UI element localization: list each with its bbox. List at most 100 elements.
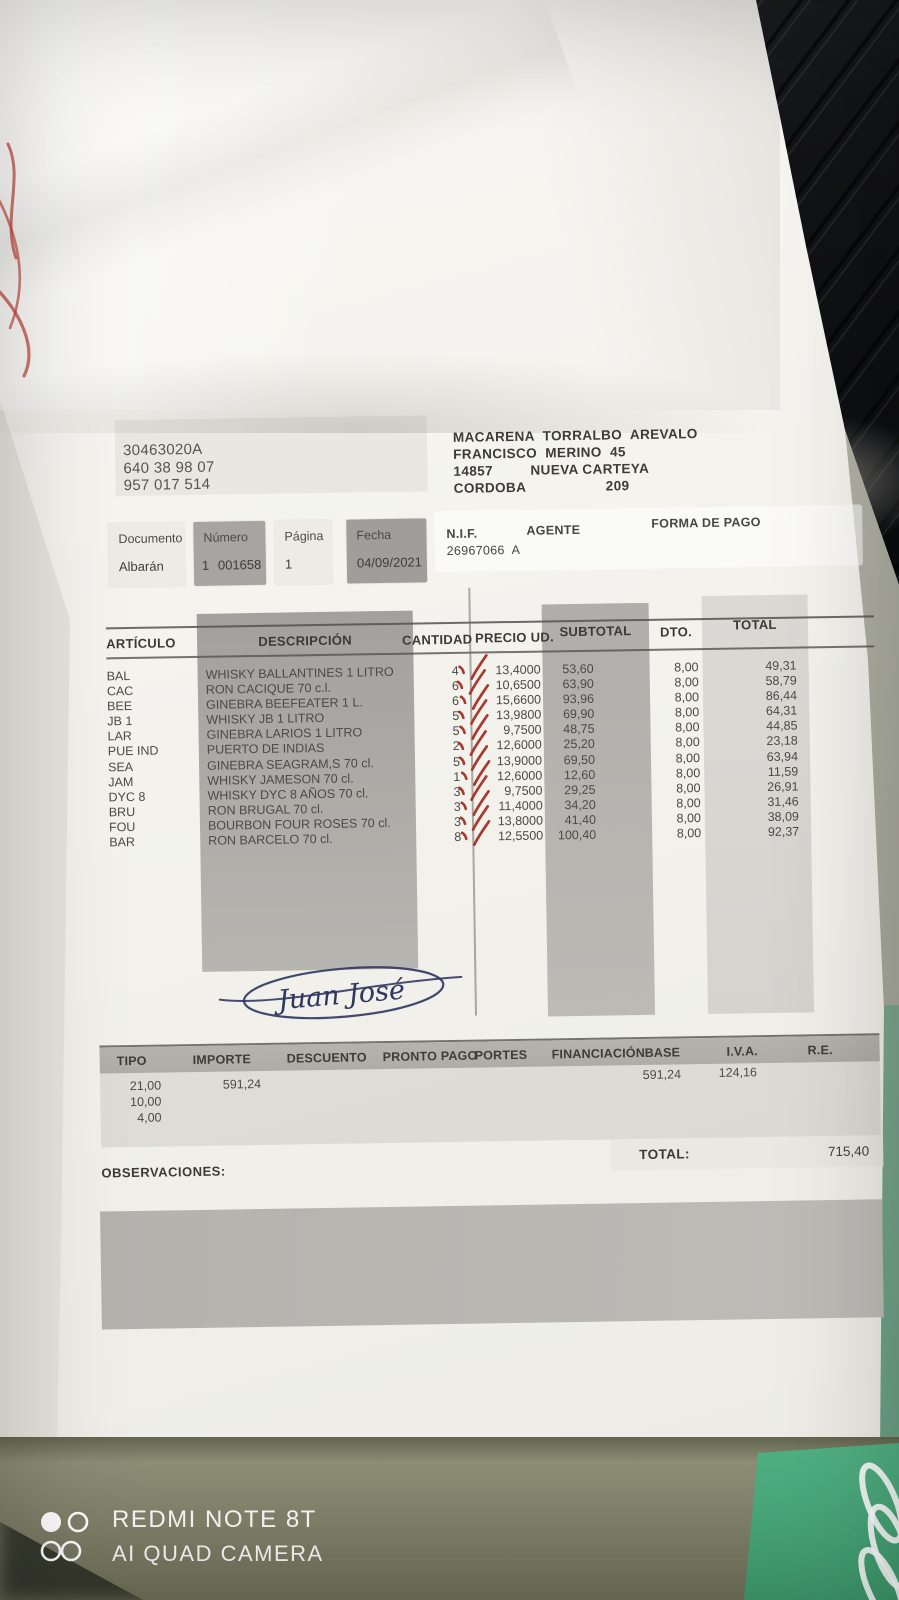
customer-block: MACARENA TORRALBO AREVALO FRANCISCO MERI… bbox=[453, 424, 814, 500]
item-discount: 8,00 bbox=[675, 750, 701, 766]
item-total: 86,44 bbox=[765, 688, 798, 704]
customer-province: CORDOBA bbox=[453, 479, 527, 496]
pagina-value: 1 bbox=[284, 556, 293, 572]
nif-label: N.I.F. bbox=[446, 526, 478, 542]
tipo-value-1: 21,00 bbox=[129, 1078, 162, 1094]
numero-value: 001658 bbox=[217, 556, 262, 573]
item-total: 63,94 bbox=[766, 749, 799, 764]
col-base: BASE bbox=[644, 1045, 681, 1060]
item-total: 31,46 bbox=[767, 794, 799, 809]
col-iva: I.V.A. bbox=[726, 1044, 759, 1059]
item-code: BEE bbox=[107, 699, 133, 714]
quad-camera-logo-icon bbox=[40, 1511, 89, 1562]
item-code: PUE IND bbox=[107, 744, 159, 759]
customer-name: MACARENA TORRALBO AREVALO bbox=[452, 426, 698, 445]
item-total: 11,59 bbox=[767, 764, 799, 779]
red-stamp-fragment bbox=[0, 142, 31, 378]
iva-value: 124,16 bbox=[718, 1065, 758, 1080]
col-re: R.E. bbox=[807, 1043, 833, 1058]
item-code: JAM bbox=[108, 774, 134, 790]
documento-box: Documento Albarán bbox=[108, 522, 186, 588]
col-portes: PORTES bbox=[474, 1047, 528, 1063]
documento-value: Albarán bbox=[118, 558, 164, 575]
total-label: TOTAL: bbox=[639, 1146, 690, 1163]
item-discount: 8,00 bbox=[675, 720, 700, 735]
item-discount: 8,00 bbox=[675, 735, 700, 750]
signature: Juan José bbox=[218, 966, 463, 1020]
forma-pago-label: FORMA DE PAGO bbox=[651, 515, 761, 531]
item-discount: 8,00 bbox=[676, 826, 702, 841]
item-code: SEA bbox=[107, 759, 134, 774]
lifted-page-sheen bbox=[0, 0, 780, 410]
supplier-id: 30463020A bbox=[122, 440, 203, 460]
col-financiacion: FINANCIACIÓN bbox=[551, 1045, 646, 1062]
customer-agent-code: 209 bbox=[605, 478, 630, 494]
agente-label: AGENTE bbox=[526, 522, 581, 538]
supplier-phone-2: 957 017 514 bbox=[123, 475, 211, 495]
item-total: 44,85 bbox=[766, 718, 798, 734]
green-edge-strip bbox=[880, 1005, 899, 1448]
item-discount: 8,00 bbox=[674, 675, 699, 690]
item-code: BAL bbox=[106, 669, 131, 684]
base-value: 591,24 bbox=[642, 1067, 682, 1083]
item-discount: 8,00 bbox=[676, 795, 701, 811]
pagina-box: Página 1 bbox=[274, 519, 333, 585]
col-cantidad: CANTIDAD bbox=[401, 631, 473, 648]
col-precio-ud: PRECIO UD. bbox=[474, 629, 555, 646]
item-discount: 8,00 bbox=[675, 765, 701, 781]
item-total: 58,79 bbox=[765, 673, 797, 689]
fecha-label: Fecha bbox=[356, 527, 392, 543]
item-total: 23,18 bbox=[766, 734, 798, 749]
numero-serie: 1 bbox=[201, 557, 210, 573]
customer-city: NUEVA CARTEYA bbox=[530, 460, 650, 478]
summary-values-panel bbox=[99, 1061, 881, 1148]
fecha-box: Fecha 04/09/2021 bbox=[346, 518, 428, 584]
item-code: LAR bbox=[107, 729, 133, 744]
item-total: 38,09 bbox=[767, 809, 800, 824]
supplier-phone-1: 640 38 98 07 bbox=[123, 458, 215, 477]
numero-label: Número bbox=[203, 530, 249, 545]
item-discount: 8,00 bbox=[674, 660, 699, 675]
item-code: BRU bbox=[108, 804, 136, 820]
item-code: CAC bbox=[106, 684, 134, 699]
importe-value: 591,24 bbox=[222, 1077, 262, 1092]
item-code: DYC 8 bbox=[108, 789, 146, 805]
item-discount: 8,00 bbox=[676, 780, 701, 796]
col-tipo: TIPO bbox=[116, 1053, 147, 1069]
page-fold-shadow bbox=[0, 318, 790, 433]
documento-label: Documento bbox=[118, 531, 183, 547]
item-discount: 8,00 bbox=[676, 811, 702, 826]
item-code: FOU bbox=[108, 819, 136, 835]
notebook-decoration bbox=[858, 1462, 899, 1600]
pagina-label: Página bbox=[284, 528, 324, 544]
item-code: BAR bbox=[109, 834, 136, 850]
col-importe: IMPORTE bbox=[192, 1052, 252, 1068]
nif-panel bbox=[434, 504, 863, 573]
red-checkmarks bbox=[456, 654, 491, 847]
watermark-camera-name: AI QUAD CAMERA bbox=[112, 1541, 324, 1566]
col-descuento: DESCUENTO bbox=[286, 1050, 367, 1066]
item-total: 92,37 bbox=[767, 824, 800, 840]
observaciones-label: OBSERVACIONES: bbox=[101, 1163, 226, 1181]
watermark-device-name: REDMI NOTE 8T bbox=[112, 1506, 317, 1533]
total-value: 715,40 bbox=[827, 1143, 870, 1160]
item-total: 26,91 bbox=[767, 779, 799, 794]
col-articulo: ARTÍCULO bbox=[106, 635, 176, 652]
item-total: 64,31 bbox=[765, 703, 798, 719]
col-subtotal: SUBTOTAL bbox=[559, 623, 632, 640]
supplier-block: 30463020A 640 38 98 07 957 017 514 bbox=[123, 441, 215, 495]
item-code: JB 1 bbox=[107, 714, 133, 729]
numero-box: Número 1 001658 bbox=[193, 520, 267, 586]
customer-postal: 14857 bbox=[453, 463, 494, 479]
tipo-value-3: 4,00 bbox=[137, 1110, 162, 1125]
total-strip: TOTAL: 715,40 bbox=[610, 1135, 884, 1171]
item-discount: 8,00 bbox=[674, 705, 700, 720]
item-total: 49,31 bbox=[765, 658, 797, 674]
item-discount: 8,00 bbox=[674, 690, 700, 705]
nif-value: 26967066 A bbox=[446, 542, 521, 559]
col-total: TOTAL bbox=[732, 616, 777, 633]
col-pronto-pago: PRONTO PAGO bbox=[382, 1048, 478, 1065]
col-dto: DTO. bbox=[659, 624, 693, 640]
